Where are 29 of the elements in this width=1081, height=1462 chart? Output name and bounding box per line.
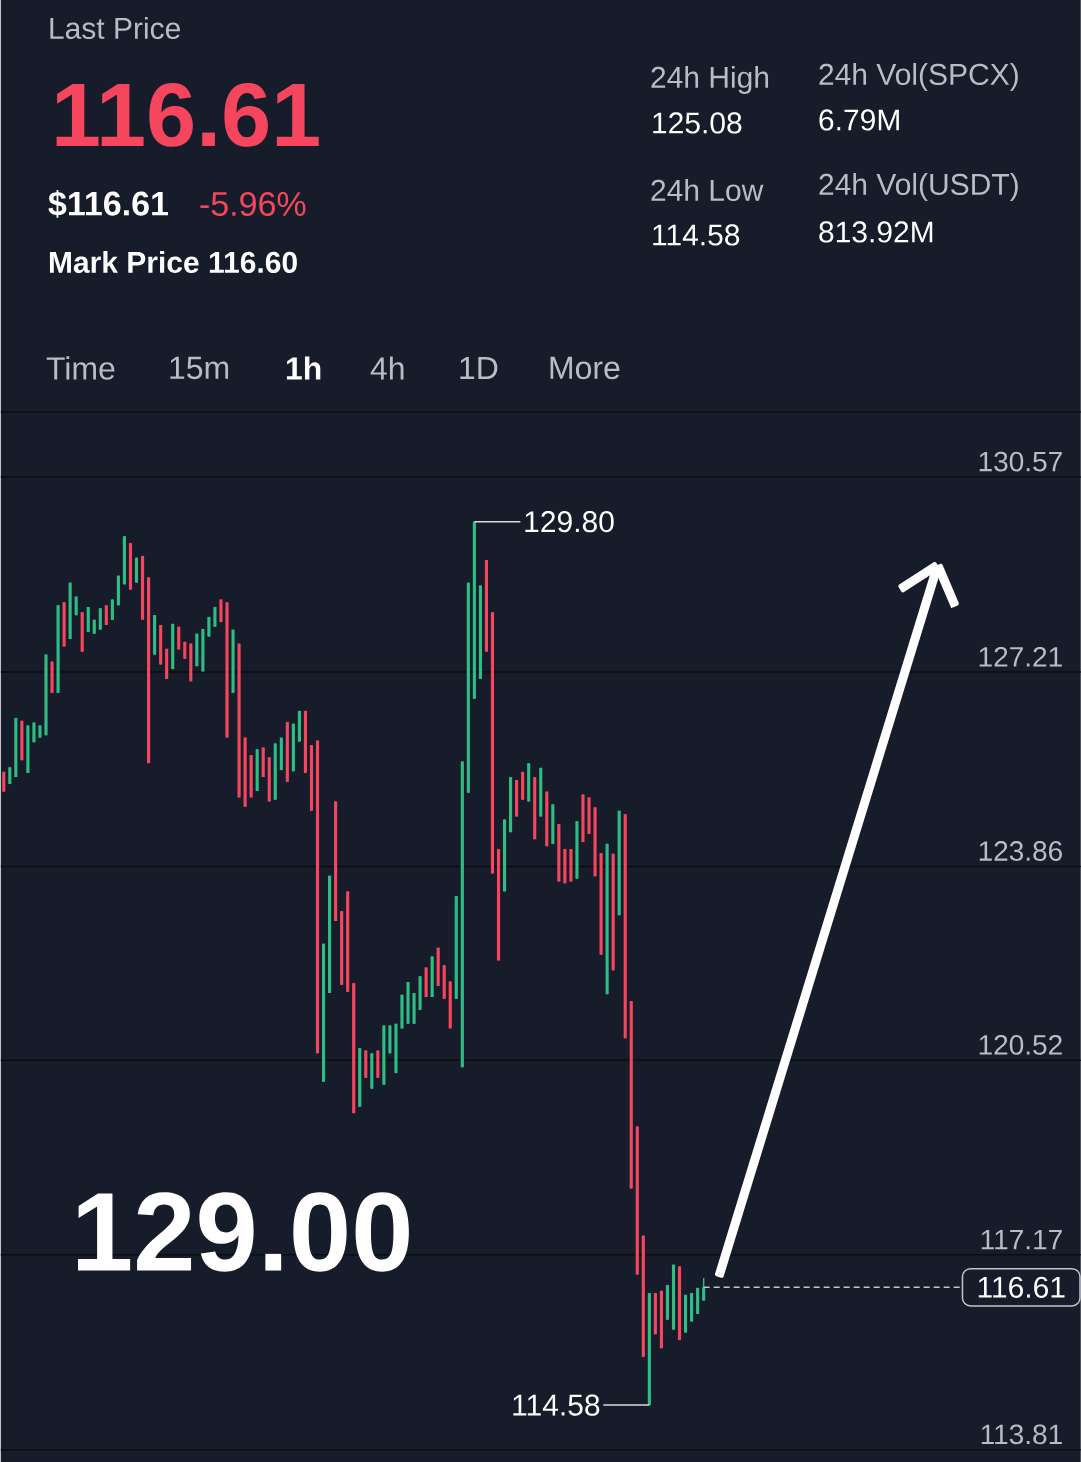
text: 24h Low (651, 178, 764, 202)
annotation: 129.80 (525, 511, 614, 533)
chart-subtitle: 116.61 (56, 83, 319, 147)
y-tick-label: 117.17 (981, 1229, 1062, 1250)
text: More (550, 356, 620, 380)
text: 114.58 (653, 224, 739, 246)
text: 125.08 (653, 112, 742, 134)
ref-line-label: 116.61 (978, 1276, 1065, 1298)
text: 813.92M (819, 221, 932, 243)
text: 24h Vol(SPCX) (819, 63, 1018, 91)
annotation: 114.58 (513, 1394, 600, 1416)
y-tick-label: 120.52 (979, 1034, 1062, 1055)
text: 1h (286, 356, 321, 380)
text: 4h (370, 356, 404, 380)
text: Time (46, 356, 115, 380)
text: 24h Vol(USDT) (819, 173, 1018, 201)
chart-title: Last Price (50, 16, 180, 40)
text: 1D (460, 356, 498, 379)
annotation: 129.00 (77, 1192, 409, 1272)
y-tick-label: 123.86 (979, 841, 1062, 861)
y-tick-label: 113.81 (981, 1424, 1062, 1445)
text: 24h High (651, 66, 768, 94)
text: -5.96% (200, 191, 306, 217)
text: 6.79M (819, 109, 899, 131)
text: $116.61 (48, 190, 168, 218)
y-tick-label: 130.57 (979, 451, 1062, 472)
y-tick-label: 127.21 (979, 646, 1062, 667)
text: Mark Price 116.60 (49, 250, 297, 274)
text: 15m (170, 356, 228, 380)
